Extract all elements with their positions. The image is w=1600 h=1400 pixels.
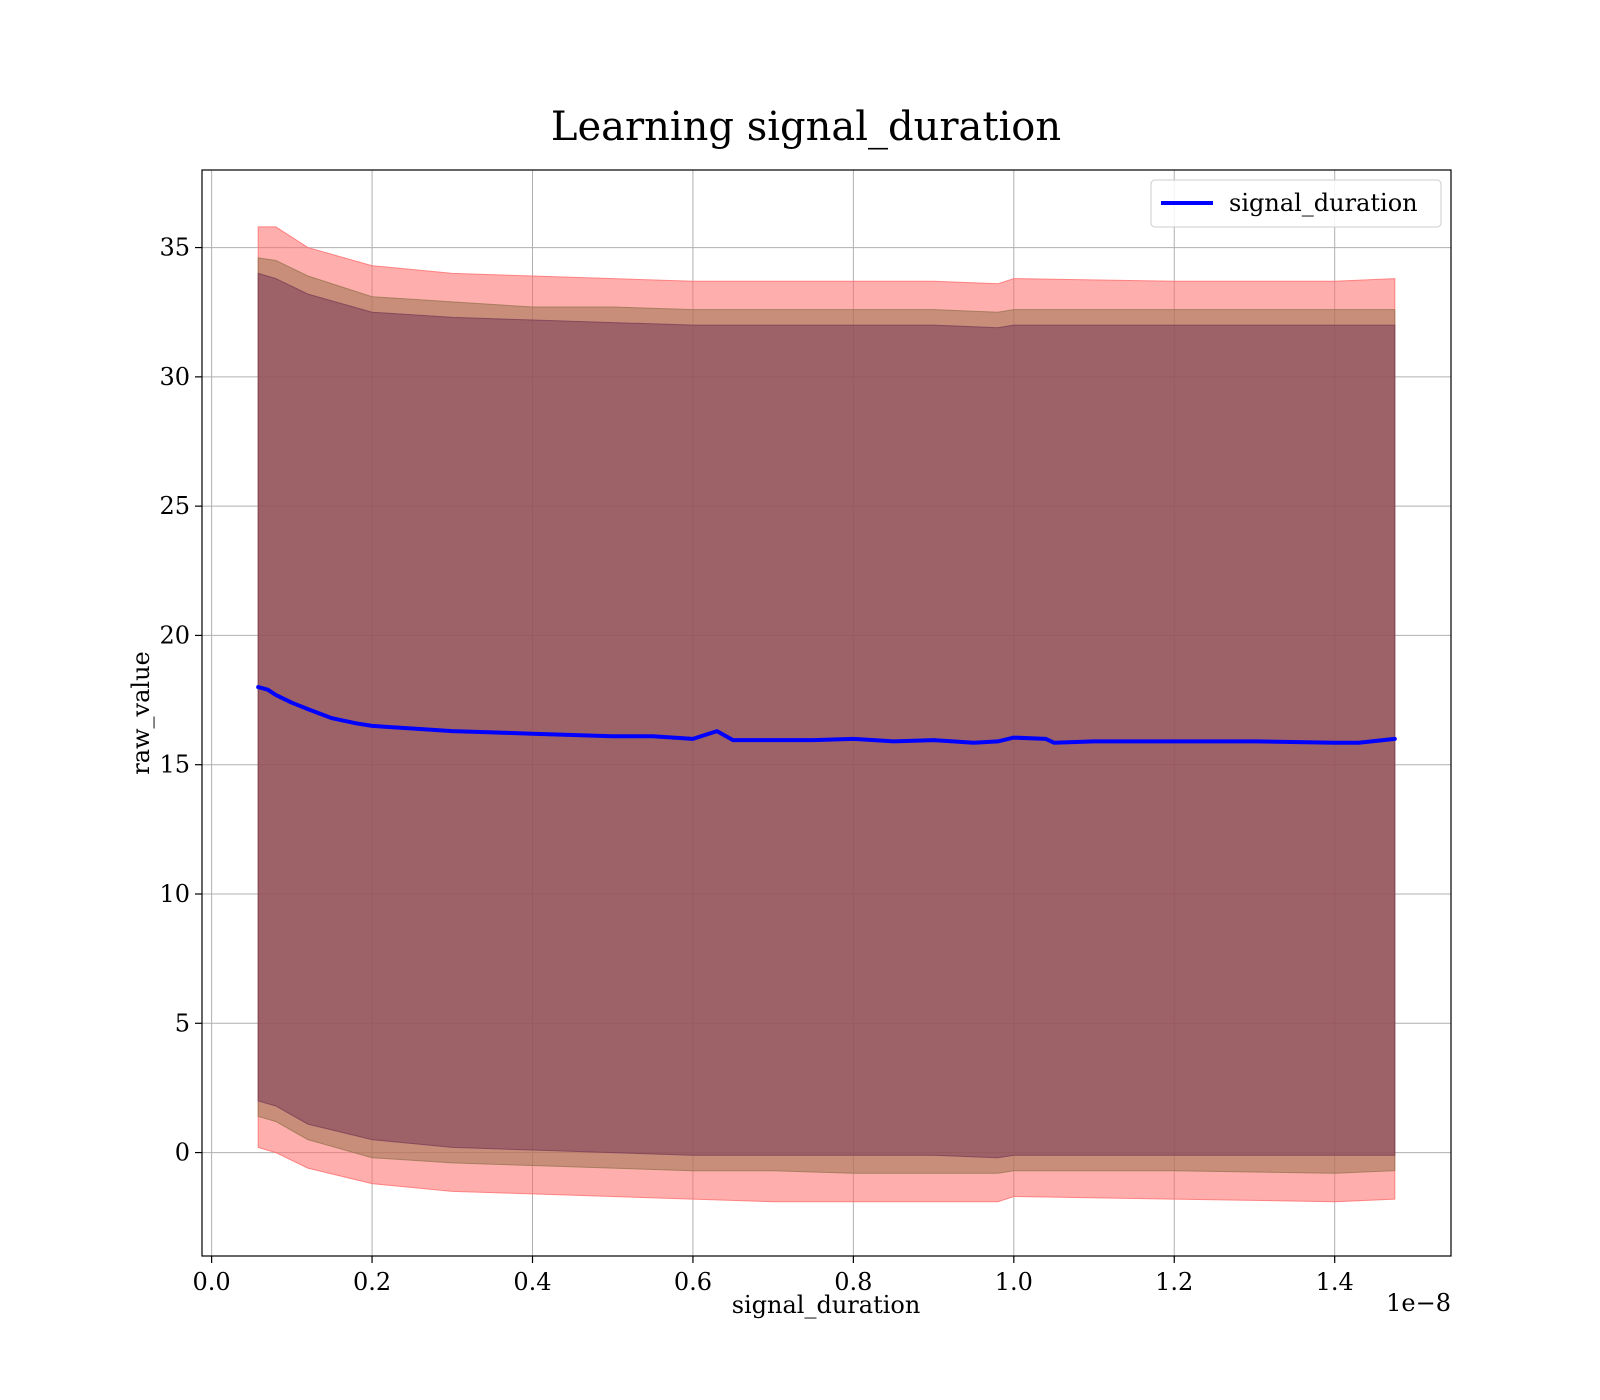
x-axis-label: signal_duration bbox=[732, 1291, 921, 1319]
y-tick-label: 5 bbox=[175, 1009, 190, 1037]
y-tick-label: 25 bbox=[159, 492, 190, 520]
x-tick-label: 0.6 bbox=[674, 1268, 712, 1296]
confidence-bands bbox=[257, 226, 1396, 1203]
confidence-band bbox=[257, 272, 1396, 1159]
y-axis-ticks: 0 5 10 15 20 25 30 35 bbox=[159, 234, 202, 1167]
legend-box bbox=[1150, 179, 1442, 228]
y-tick-label: 20 bbox=[159, 621, 190, 649]
legend: signal_duration bbox=[1150, 179, 1442, 228]
x-axis-offset-label: 1e−8 bbox=[1386, 1289, 1451, 1317]
x-tick-label: 0.8 bbox=[834, 1268, 872, 1296]
chart-title: Learning signal_duration bbox=[551, 104, 1061, 150]
y-tick-label: 15 bbox=[159, 751, 190, 779]
y-tick-label: 35 bbox=[159, 234, 190, 262]
x-tick-label: 1.2 bbox=[1155, 1268, 1193, 1296]
x-tick-label: 0.0 bbox=[193, 1268, 231, 1296]
legend-label: signal_duration bbox=[1229, 189, 1418, 217]
x-tick-label: 1.4 bbox=[1316, 1268, 1354, 1296]
x-tick-label: 0.2 bbox=[353, 1268, 391, 1296]
y-tick-label: 0 bbox=[175, 1139, 190, 1167]
y-axis-label: raw_value bbox=[127, 651, 155, 775]
x-axis-ticks: 0.0 0.2 0.4 0.6 0.8 1.0 1.2 1.4 bbox=[193, 1256, 1354, 1296]
x-tick-label: 1.0 bbox=[995, 1268, 1033, 1296]
y-tick-label: 10 bbox=[159, 880, 190, 908]
series-line bbox=[256, 685, 1397, 745]
series-lines bbox=[256, 685, 1397, 745]
x-tick-label: 0.4 bbox=[513, 1268, 551, 1296]
y-tick-label: 30 bbox=[159, 363, 190, 391]
plot-frame bbox=[201, 169, 1452, 1257]
